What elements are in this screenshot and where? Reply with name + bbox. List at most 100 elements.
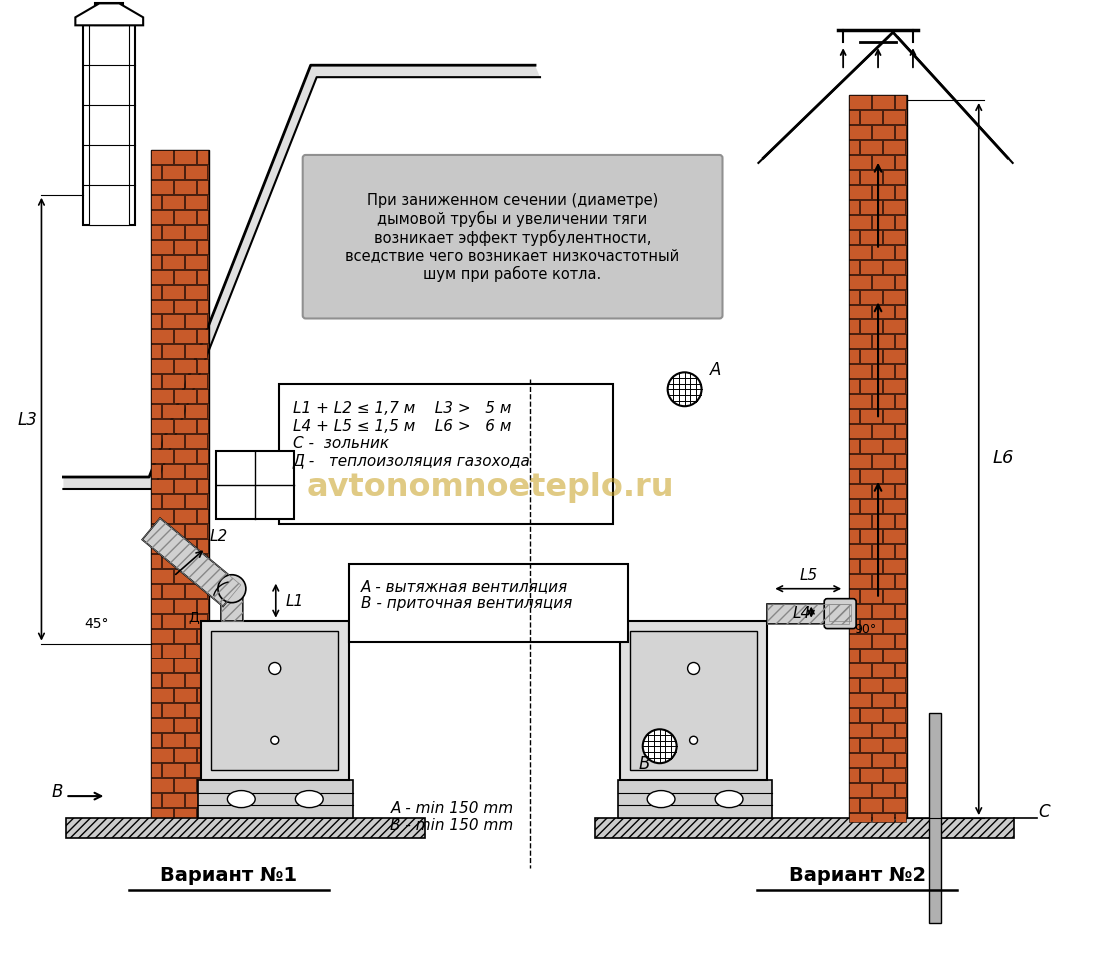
Bar [849,604,871,618]
Bar [197,569,208,583]
Bar [849,768,860,782]
Bar [883,350,904,364]
Bar [221,581,243,621]
Bar [883,678,904,693]
Bar [151,151,173,165]
Bar [151,420,173,434]
Bar [860,798,883,812]
Bar [849,156,871,170]
Bar [162,643,184,658]
Bar [162,285,184,299]
Bar [849,694,871,707]
Bar [151,734,161,747]
Bar [895,813,906,822]
Bar [860,320,883,334]
Bar [883,798,904,812]
Bar [185,256,207,269]
Bar [174,719,196,733]
Bar [151,450,173,463]
Bar [151,345,161,359]
Bar [883,380,904,393]
Bar [872,186,894,200]
Bar [883,649,904,663]
Bar [162,464,184,479]
Text: avtonomnoeteplo.ru: avtonomnoeteplo.ru [307,472,675,503]
Bar [860,291,883,304]
Bar [151,584,161,598]
Bar [174,599,196,613]
Bar [860,589,883,603]
Bar [185,734,207,747]
Text: L5: L5 [799,567,817,582]
Bar [895,215,906,230]
Bar [860,738,883,753]
Circle shape [668,373,702,407]
Bar [151,659,173,672]
Bar [872,454,894,469]
Bar [197,748,208,763]
Bar [872,96,894,109]
Bar [151,151,209,818]
Text: 90°: 90° [854,622,876,635]
Bar [872,694,894,707]
Text: L1 + L2 ≤ 1,7 м    L3 >   5 м
L4 + L5 ≤ 1,5 м    L6 >   6 м
С -  зольник
Д -   т: L1 + L2 ≤ 1,7 м L3 > 5 м L4 + L5 ≤ 1,5 м… [292,401,531,468]
Bar [895,484,906,498]
Bar [197,689,208,703]
Bar [185,226,207,239]
Bar [174,748,196,763]
Bar [151,540,173,553]
Bar [185,345,207,359]
Bar [849,215,871,230]
Bar [279,385,613,524]
Bar [151,166,161,179]
Bar [849,186,871,200]
Bar [895,186,906,200]
Text: В: В [53,782,64,800]
Bar [883,619,904,633]
Text: L1: L1 [286,594,304,609]
Bar [185,764,207,777]
Bar [151,405,161,419]
Bar [197,719,208,733]
Bar [849,798,860,812]
Bar [872,813,894,822]
Bar [151,494,161,509]
Bar [197,540,208,553]
Bar [860,410,883,423]
Polygon shape [142,518,241,607]
Text: L6: L6 [993,448,1014,466]
Bar [348,564,627,641]
Bar [211,631,338,770]
Polygon shape [759,33,894,164]
Bar [849,545,871,558]
Bar [174,330,196,344]
Bar [872,156,894,170]
Bar [895,394,906,409]
Bar [849,499,860,514]
Text: Вариант №1: Вариант №1 [160,865,298,884]
Bar [197,629,208,642]
Bar [162,315,184,329]
Bar [883,201,904,214]
Bar [883,529,904,544]
Bar [174,540,196,553]
Bar [151,599,173,613]
Ellipse shape [715,791,744,808]
Bar [849,529,860,544]
Text: Вариант №2: Вариант №2 [788,865,925,884]
Bar [151,719,173,733]
Bar [151,270,173,284]
Bar [849,394,871,409]
Bar [849,619,860,633]
Bar [162,256,184,269]
Circle shape [643,730,677,764]
Bar [197,420,208,434]
Bar [849,634,871,648]
Circle shape [688,663,700,674]
Bar [883,559,904,573]
Bar [860,111,883,125]
Bar [872,215,894,230]
Bar [185,435,207,449]
Bar [174,480,196,493]
Bar [883,440,904,453]
